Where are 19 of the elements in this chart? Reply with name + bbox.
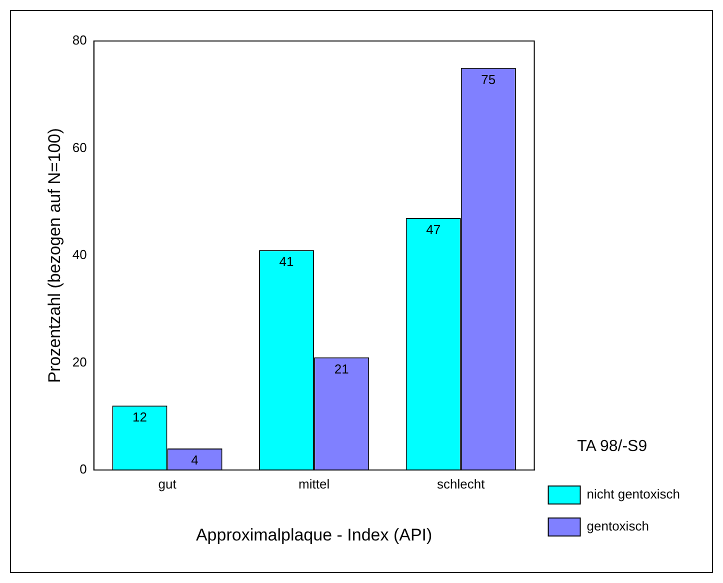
y-tick-label: 60 [72,140,87,155]
data-label: 75 [481,72,496,87]
y-tick-label: 80 [72,32,87,48]
x-tick-label: gut [158,476,177,492]
data-label: 4 [191,452,198,468]
legend-label: gentoxisch [586,518,649,534]
data-label: 41 [279,254,294,270]
legend-title: TA 98/-S9 [577,438,648,456]
data-label: 47 [426,222,441,238]
y-axis-title: Prozentzahl (bezogen auf N=100) [44,128,64,383]
x-tick-label: schlecht [437,476,486,492]
y-tick-label: 20 [72,354,87,370]
y-tick-label: 40 [72,247,87,262]
data-label: 12 [132,410,147,425]
x-axis-title: Approximalplaque - Index (API) [196,525,432,544]
x-tick-label: mittel [298,476,330,492]
y-tick-label: 0 [80,462,87,477]
legend-label: nicht gentoxisch [586,486,680,502]
data-label: 21 [334,361,349,376]
